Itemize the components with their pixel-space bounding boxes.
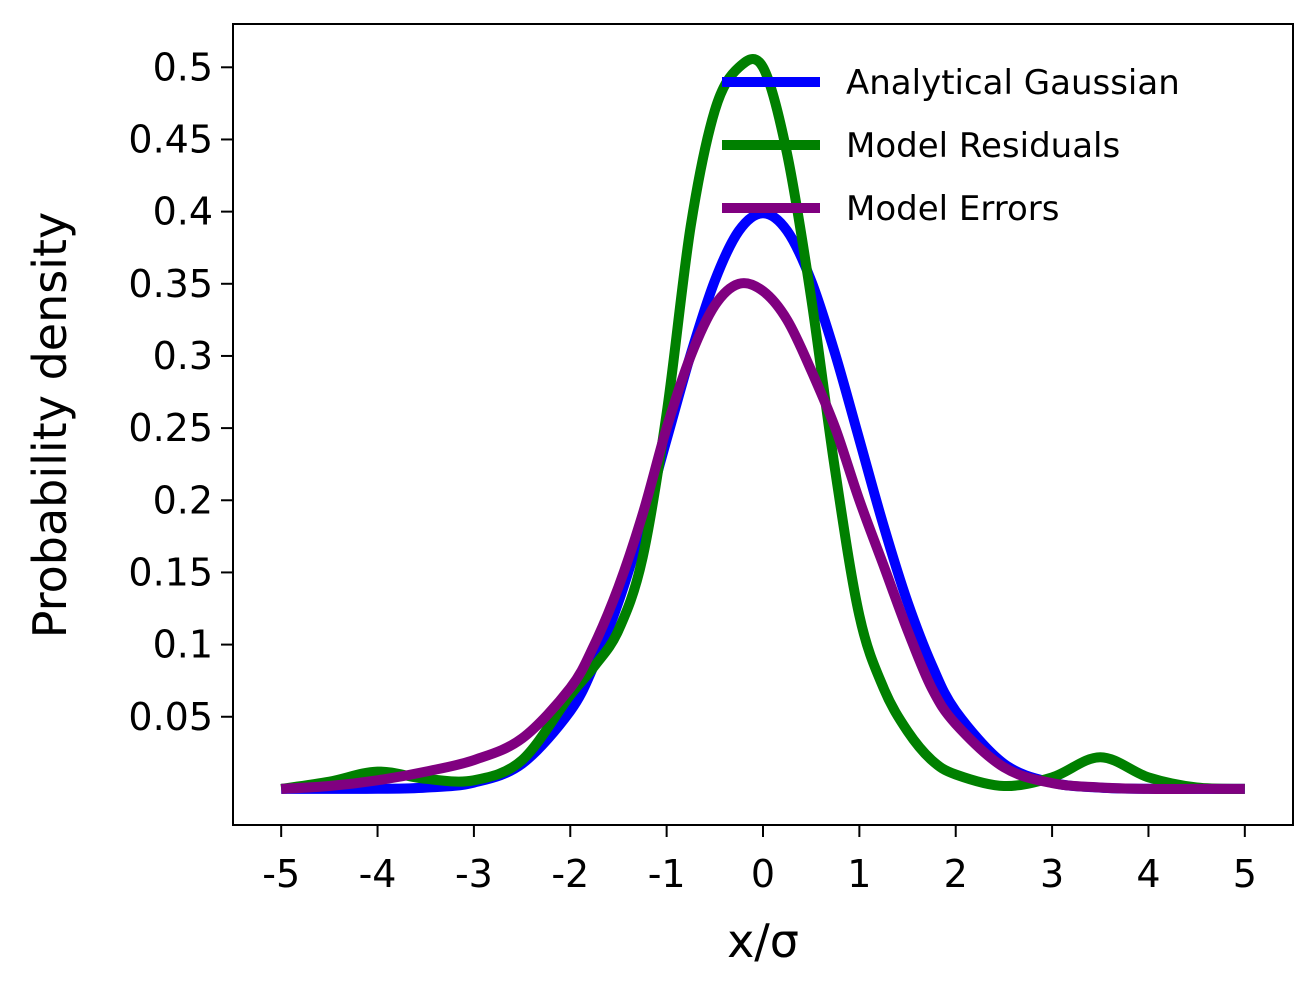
series-line-analytical-gaussian (281, 208, 1245, 794)
legend-label-analytical-gaussian: Analytical Gaussian (846, 63, 1180, 103)
y-tick-label: 0.45 (128, 117, 213, 161)
y-tick-label: 0.35 (128, 262, 213, 306)
series-layer (280, 54, 1245, 795)
series-line-model-errors (280, 278, 1245, 795)
x-tick-label: -3 (455, 852, 493, 896)
y-tick-label: 0.1 (153, 623, 213, 667)
x-axis-label: x/σ (727, 914, 799, 968)
y-axis-label: Probability density (23, 212, 77, 638)
x-tick-label: 1 (847, 852, 871, 896)
x-tick-label: 3 (1040, 852, 1064, 896)
legend-label-model-errors: Model Errors (846, 189, 1059, 229)
x-tick-label: 0 (751, 852, 775, 896)
y-tick-label: 0.25 (128, 406, 213, 450)
x-tick-label: -5 (262, 852, 300, 896)
y-tick-label: 0.5 (153, 45, 213, 89)
x-tick-label: -2 (551, 852, 589, 896)
legend-label-model-residuals: Model Residuals (846, 126, 1120, 166)
series-line-model-residuals (280, 54, 1245, 794)
y-tick-label: 0.15 (128, 550, 213, 594)
y-tick-label: 0.05 (128, 695, 213, 739)
x-tick-label: 5 (1233, 852, 1257, 896)
y-tick-label: 0.4 (153, 190, 213, 234)
y-tick-label: 0.3 (153, 334, 213, 378)
y-tick-label: 0.2 (153, 478, 213, 522)
y-axis-ticks: 0.05 0.1 0.15 0.2 0.25 0.3 0.35 0.4 0.45 0.5 (128, 45, 233, 739)
x-tick-label: 4 (1136, 852, 1160, 896)
x-axis-ticks: -5 -4 -3 -2 -1 0 1 2 3 4 5 (262, 825, 1257, 896)
x-tick-label: -1 (648, 852, 686, 896)
x-tick-label: 2 (944, 852, 968, 896)
legend: Analytical Gaussian Model Residuals Model … (722, 63, 1180, 229)
x-tick-label: -4 (359, 852, 397, 896)
